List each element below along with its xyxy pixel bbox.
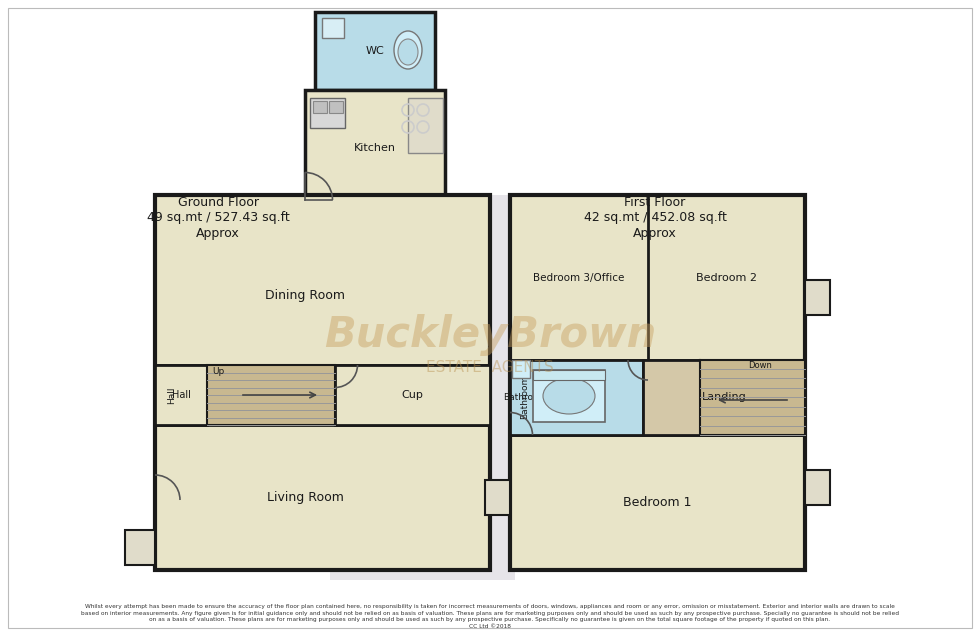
Ellipse shape <box>543 378 595 414</box>
Text: Bedroom 3/Office: Bedroom 3/Office <box>533 273 624 283</box>
Text: Kitchen: Kitchen <box>354 143 396 153</box>
Bar <box>329 101 343 113</box>
Text: Cup: Cup <box>401 390 423 400</box>
Bar <box>408 98 443 153</box>
Text: Hall: Hall <box>172 390 190 400</box>
Ellipse shape <box>394 31 422 69</box>
Bar <box>125 530 155 565</box>
Bar <box>510 195 805 570</box>
Text: Down: Down <box>748 360 772 369</box>
Text: Up: Up <box>212 367 224 376</box>
Bar <box>805 280 830 315</box>
Bar <box>330 195 515 580</box>
Text: Hall: Hall <box>168 387 176 404</box>
Text: Bathroom: Bathroom <box>520 375 529 419</box>
Bar <box>155 195 490 570</box>
Bar <box>207 365 335 425</box>
Bar <box>533 370 605 422</box>
Text: Ground Floor
49 sq.mt / 527.43 sq.ft
Approx: Ground Floor 49 sq.mt / 527.43 sq.ft App… <box>147 197 289 240</box>
Text: Dining Room: Dining Room <box>265 288 345 301</box>
Text: WC: WC <box>366 46 384 56</box>
Bar <box>512 360 530 378</box>
Text: Bedroom 2: Bedroom 2 <box>696 273 757 283</box>
Bar <box>313 101 327 113</box>
Text: Bedroom 1: Bedroom 1 <box>622 495 691 508</box>
Bar <box>305 90 445 200</box>
Text: Bathroom: Bathroom <box>503 392 547 401</box>
Text: ESTATE  AGENTS: ESTATE AGENTS <box>426 360 554 376</box>
Bar <box>510 360 643 435</box>
Text: Landing: Landing <box>702 392 747 402</box>
Bar <box>485 480 510 515</box>
Bar <box>310 98 345 128</box>
Bar <box>805 470 830 505</box>
Bar <box>533 370 605 380</box>
Bar <box>322 18 344 38</box>
Text: Living Room: Living Room <box>267 492 343 504</box>
Bar <box>315 12 435 90</box>
Bar <box>643 360 805 435</box>
Text: Whilst every attempt has been made to ensure the accuracy of the floor plan cont: Whilst every attempt has been made to en… <box>81 604 899 629</box>
Bar <box>155 365 207 425</box>
Ellipse shape <box>398 39 418 65</box>
Text: First Floor
42 sq.mt / 452.08 sq.ft
Approx: First Floor 42 sq.mt / 452.08 sq.ft Appr… <box>583 197 726 240</box>
Text: BuckleyBrown: BuckleyBrown <box>323 314 657 356</box>
Bar <box>700 360 805 435</box>
Bar <box>335 365 490 425</box>
